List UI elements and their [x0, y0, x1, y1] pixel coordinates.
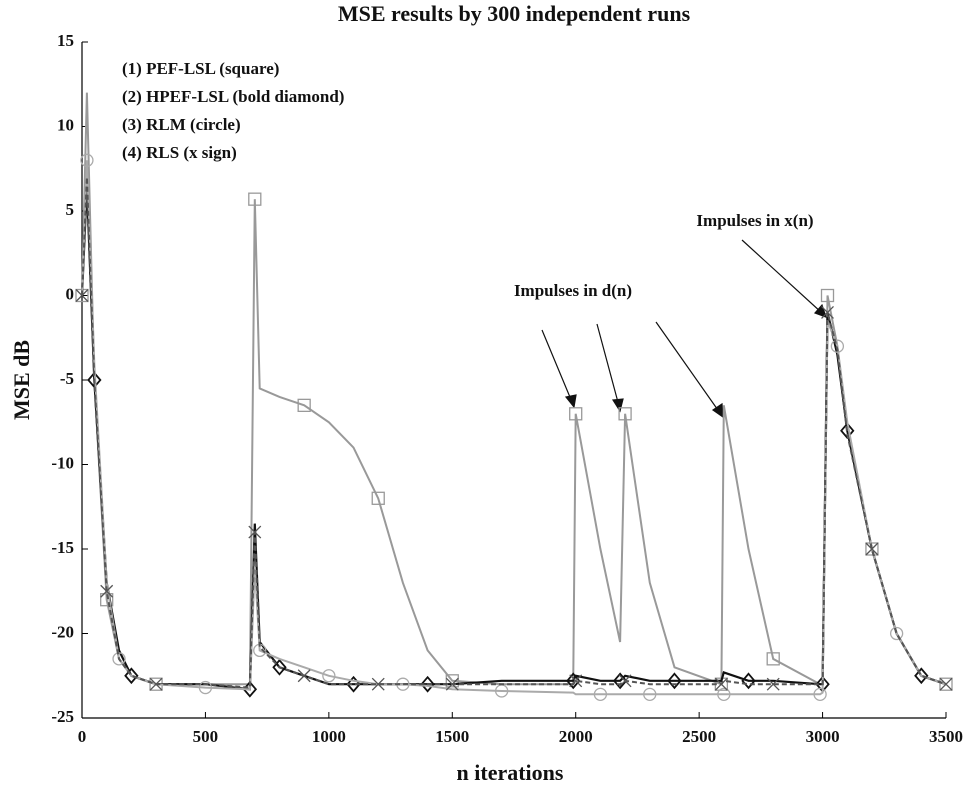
marker — [593, 687, 608, 701]
marker — [865, 542, 879, 556]
x-tick-label: 1000 — [312, 727, 346, 746]
series-line — [80, 185, 947, 691]
x-axis-label: n iterations — [457, 760, 564, 785]
marker — [821, 305, 834, 319]
marker — [322, 669, 336, 683]
marker — [297, 398, 311, 413]
y-tick-label: 15 — [57, 31, 74, 50]
marker — [618, 674, 632, 688]
marker — [100, 584, 114, 598]
marker — [667, 672, 682, 690]
series-line — [81, 92, 947, 686]
marker — [717, 687, 731, 701]
annotation: Impulses in x(n) — [696, 211, 813, 230]
series-line — [81, 177, 947, 689]
marker — [248, 525, 262, 539]
marker — [612, 672, 628, 690]
x-tick-label: 1500 — [435, 727, 469, 746]
x-tick-label: 2500 — [682, 727, 716, 746]
x-tick-label: 3000 — [806, 727, 840, 746]
marker — [865, 542, 879, 556]
chart-title: MSE results by 300 independent runs — [338, 1, 691, 26]
marker — [714, 677, 728, 691]
x-tick-label: 500 — [193, 727, 219, 746]
marker — [820, 288, 835, 303]
marker — [248, 192, 262, 206]
arrow-head — [813, 303, 827, 318]
series — [75, 92, 953, 691]
marker — [618, 407, 632, 421]
arrow-head — [711, 402, 724, 419]
arrow — [596, 323, 620, 407]
marker — [741, 672, 756, 690]
legend-entry: (1) PEF-LSL (square) — [122, 59, 279, 78]
y-tick-label: -25 — [51, 707, 74, 726]
series — [80, 185, 947, 698]
marker — [124, 667, 139, 685]
legend-entry: (2) HPEF-LSL (bold diamond) — [122, 87, 344, 106]
marker — [643, 687, 657, 701]
arrow-head — [564, 394, 577, 409]
marker — [914, 667, 929, 685]
marker — [420, 675, 435, 693]
y-axis-label: MSE dB — [9, 340, 34, 420]
annotation-arrows — [541, 239, 827, 419]
marker — [112, 652, 126, 666]
marker — [198, 680, 213, 695]
marker — [100, 593, 114, 607]
arrow — [541, 329, 573, 403]
marker — [766, 652, 780, 666]
marker — [80, 153, 94, 167]
marker — [371, 677, 385, 691]
y-tick-label: 5 — [66, 200, 75, 219]
y-tick-label: -15 — [51, 538, 74, 557]
marker — [939, 677, 953, 691]
marker — [766, 677, 780, 691]
series — [80, 153, 947, 701]
legend-entry: (3) RLM (circle) — [122, 115, 241, 134]
y-tick-label: 10 — [57, 115, 74, 134]
arrow — [741, 239, 823, 314]
y-tick-label: 0 — [66, 284, 75, 303]
marker — [149, 677, 163, 691]
marker — [889, 626, 904, 641]
x-tick-label: 3500 — [929, 727, 963, 746]
marker — [445, 677, 459, 691]
arrow — [655, 321, 721, 414]
annotation: Impulses in d(n) — [514, 281, 632, 300]
marker — [939, 677, 953, 691]
marker — [297, 669, 311, 683]
marker — [569, 674, 583, 688]
x-tick-label: 0 — [78, 727, 87, 746]
arrow-head — [611, 398, 624, 413]
x-tick-label: 2000 — [559, 727, 593, 746]
series — [75, 177, 953, 691]
y-tick-label: -20 — [51, 622, 74, 641]
y-tick-label: -5 — [60, 369, 74, 388]
marker — [75, 289, 89, 302]
marker — [569, 407, 583, 421]
legend-entry: (4) RLS (x sign) — [122, 143, 237, 162]
marker — [272, 658, 287, 676]
marker — [445, 674, 459, 688]
series-line — [81, 160, 947, 696]
marker — [813, 687, 827, 701]
marker — [830, 339, 845, 353]
y-tick-label: -10 — [51, 453, 74, 472]
marker — [371, 491, 385, 505]
